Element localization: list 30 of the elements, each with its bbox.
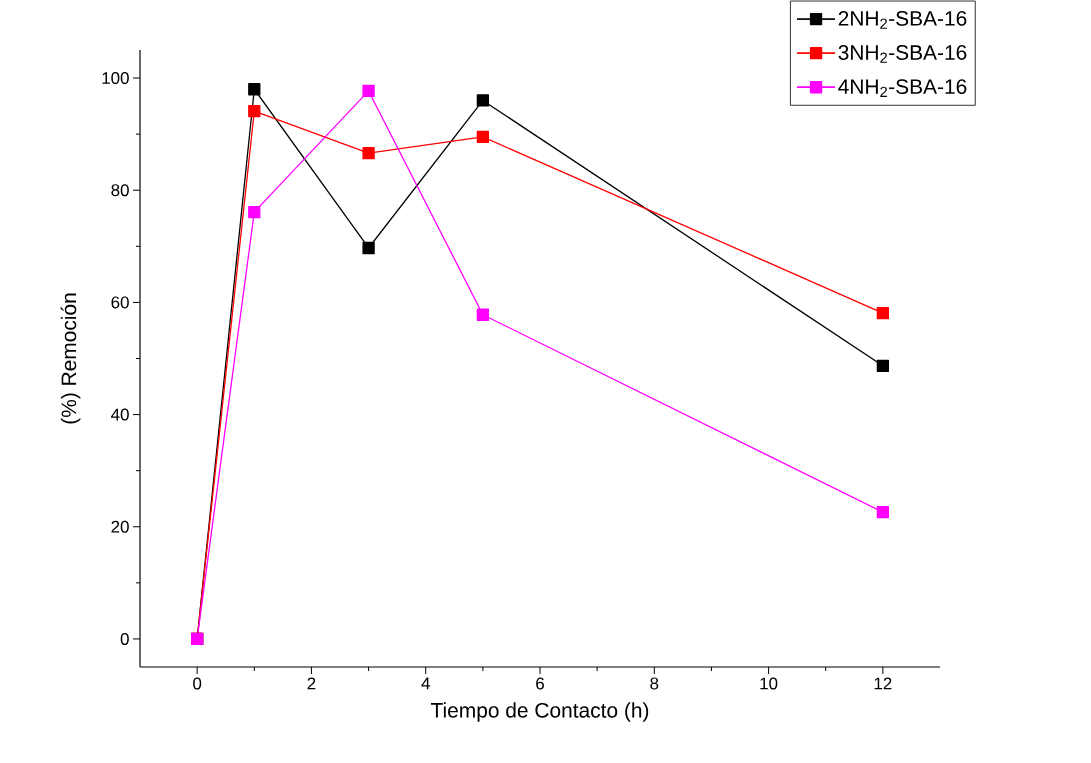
point <box>362 84 375 98</box>
y-axis-title: (%) Remoción <box>60 293 81 424</box>
point <box>476 130 490 144</box>
legend-label: 4NH$_{2}$-SBA-16 <box>838 79 967 97</box>
x-tick-label: 0 <box>193 677 202 690</box>
point <box>876 359 890 372</box>
y-tick-label: 60 <box>111 296 129 309</box>
y-tick-label: 0 <box>120 632 129 645</box>
x-tick-label: 8 <box>650 677 659 690</box>
point <box>248 104 261 118</box>
point <box>248 205 261 219</box>
x-axis-title: Tiempo de Contacto (h) <box>430 702 649 722</box>
point <box>248 83 261 96</box>
point <box>476 308 490 321</box>
y-tick-label: 100 <box>102 72 129 85</box>
point <box>876 506 890 519</box>
y-tick-label: 80 <box>111 184 129 197</box>
y-tick-label: 40 <box>111 408 129 421</box>
y-tick-label: 20 <box>111 520 129 533</box>
point <box>876 306 890 320</box>
x-tick-label: 10 <box>760 677 778 690</box>
x-tick-label: 2 <box>307 677 316 690</box>
point <box>362 241 375 255</box>
x-tick-label: 12 <box>874 677 892 690</box>
x-tick-label: 6 <box>536 677 544 690</box>
point <box>362 147 375 160</box>
point <box>476 94 490 107</box>
legend-label: 3NH$_{2}$-SBA-16 <box>838 45 967 63</box>
x-tick-label: 4 <box>421 677 430 690</box>
legend-label: 2NH$_{2}$-SBA-16 <box>838 11 967 29</box>
